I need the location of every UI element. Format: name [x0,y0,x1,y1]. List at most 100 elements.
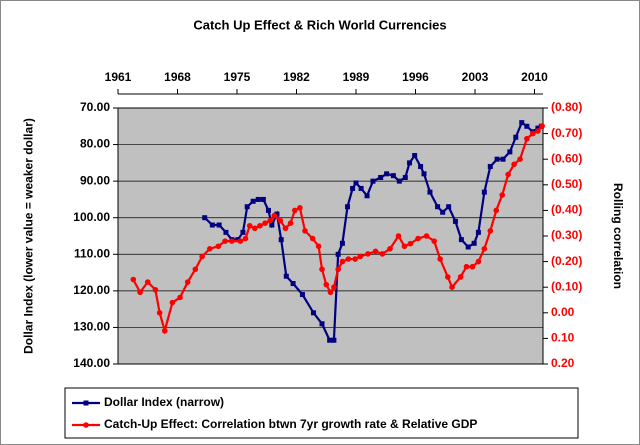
data-point [494,156,500,162]
data-point [156,310,163,316]
y2-tick-label: (0.70) [551,126,582,140]
data-point [169,299,176,306]
data-point [327,289,334,296]
data-point [240,229,246,235]
data-point [335,266,341,273]
data-point [350,185,356,191]
data-point [339,258,346,265]
data-point [242,235,249,242]
data-point [290,281,296,287]
data-point [335,251,341,257]
y-tick-label: 140.00 [73,356,110,370]
data-point [407,160,413,166]
data-point [274,211,280,217]
data-point [463,263,470,270]
data-point [481,246,488,252]
data-point [352,256,358,262]
data-point [144,279,151,285]
data-point [358,185,364,191]
x-tick-label: 2003 [462,70,489,84]
data-point [209,222,215,228]
x-tick-label: 1968 [164,70,191,84]
data-point [421,171,427,177]
data-point [445,274,451,280]
y2-tick-label: 0.00 [551,305,575,319]
data-point [535,128,541,134]
data-point [257,222,263,229]
data-point [269,222,275,228]
data-point [260,196,266,202]
data-point [327,337,333,343]
y-axis-title: Dollar Index (lower value = weaker dolla… [21,118,36,354]
y2-tick-label: (0.20) [551,254,582,268]
data-point [267,217,273,224]
x-tick-label: 1982 [283,70,310,84]
y2-axis-title: Rolling correlation [611,183,625,289]
data-point [250,198,256,204]
data-point [378,174,384,180]
data-point [222,238,228,244]
data-point [302,228,308,234]
data-point [177,294,183,301]
data-point [331,337,337,343]
data-point [475,229,481,235]
x-tick-label: 1996 [402,70,429,84]
data-point [535,125,541,131]
data-point [161,327,168,334]
x-tick-label: 2010 [521,70,548,84]
legend-marker [83,422,89,428]
data-point [431,238,438,244]
data-point [507,149,513,155]
data-point [202,215,208,221]
data-point [458,237,464,243]
data-point [384,171,390,177]
y2-tick-label: (0.40) [551,203,582,217]
data-point [364,193,370,199]
data-point [237,238,244,244]
data-point [244,204,250,210]
data-point [292,207,298,214]
data-point [246,222,253,229]
data-point [315,243,322,250]
data-point [517,156,523,162]
data-point [465,244,471,250]
data-point [412,153,418,159]
data-point [287,220,294,226]
data-point [192,266,199,273]
data-point [524,135,530,142]
y2-tick-label: (0.30) [551,228,582,242]
data-point [487,164,493,170]
legend-label: Dollar Index (narrow) [104,395,224,409]
data-point [319,321,325,327]
data-point [511,161,517,168]
data-point [331,284,337,291]
data-point [539,123,545,129]
data-point [401,243,408,250]
data-point [513,134,519,140]
data-point [519,120,525,126]
data-point [137,289,143,296]
data-point [505,171,511,178]
x-tick-label: 1975 [224,70,251,84]
data-point [345,256,352,262]
data-point [223,229,229,235]
data-point [323,281,330,288]
data-point [487,228,494,234]
data-point [215,243,222,250]
data-point [365,251,371,257]
data-point [530,130,536,137]
data-point [311,310,316,316]
y-tick-label: 70.00 [80,100,110,114]
data-point [475,258,482,265]
y-tick-label: 110.00 [74,246,110,260]
data-point [452,218,458,224]
y-tick-label: 90.00 [80,173,110,187]
legend-box [64,387,579,439]
data-point [319,266,325,273]
data-point [255,196,261,202]
data-point [271,212,278,219]
data-point [184,279,191,285]
y2-tick-label: (0.10) [551,279,582,293]
